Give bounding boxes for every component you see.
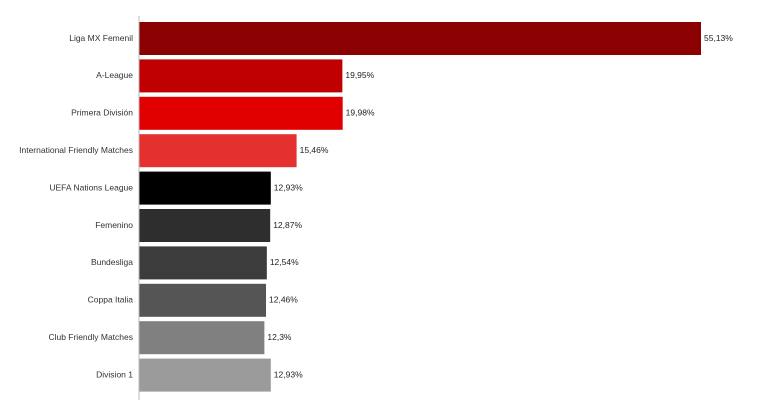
bar-uefa-nations-league bbox=[139, 171, 271, 205]
category-label-division-1: Division 1 bbox=[96, 369, 133, 379]
bar-a-league bbox=[139, 59, 343, 93]
category-label-international-friendly-matches: International Friendly Matches bbox=[19, 145, 133, 155]
bar-division-1 bbox=[139, 358, 271, 392]
category-label-bundesliga: Bundesliga bbox=[91, 257, 133, 267]
category-label-femenino: Femenino bbox=[95, 220, 133, 230]
value-label-club-friendly-matches: 12,3% bbox=[267, 332, 292, 342]
bar-coppa-italia bbox=[139, 283, 267, 317]
bar-primera-division bbox=[139, 96, 343, 130]
category-label-uefa-nations-league: UEFA Nations League bbox=[49, 182, 133, 192]
bar-femenino bbox=[139, 209, 271, 242]
category-label-club-friendly-matches: Club Friendly Matches bbox=[48, 332, 133, 342]
value-labels: 55,13% 19,95% 19,98% 15,46% 12,93% 12,87% 12,5… bbox=[267, 33, 733, 380]
category-label-primera-division: Primera División bbox=[71, 108, 133, 118]
bar-international-friendly-matches bbox=[139, 134, 297, 168]
bar-liga-mx-femenil bbox=[139, 22, 701, 55]
value-label-bundesliga: 12,54% bbox=[270, 257, 299, 267]
category-label-liga-mx-femenil: Liga MX Femenil bbox=[69, 33, 133, 43]
value-label-uefa-nations-league: 12,93% bbox=[274, 182, 303, 192]
value-label-femenino: 12,87% bbox=[273, 220, 302, 230]
category-labels: Liga MX Femenil A-League Primera División I… bbox=[19, 33, 133, 380]
value-label-division-1: 12,93% bbox=[274, 369, 303, 379]
bar-bundesliga bbox=[139, 246, 267, 280]
value-label-primera-division: 19,98% bbox=[346, 108, 375, 118]
category-label-a-league: A-League bbox=[96, 70, 133, 80]
bars-group bbox=[139, 22, 701, 392]
category-label-coppa-italia: Coppa Italia bbox=[88, 295, 134, 305]
bar-club-friendly-matches bbox=[139, 321, 265, 355]
value-label-international-friendly-matches: 15,46% bbox=[300, 145, 329, 155]
value-label-coppa-italia: 12,46% bbox=[269, 295, 298, 305]
value-label-liga-mx-femenil: 55,13% bbox=[704, 33, 733, 43]
value-label-a-league: 19,95% bbox=[345, 70, 374, 80]
